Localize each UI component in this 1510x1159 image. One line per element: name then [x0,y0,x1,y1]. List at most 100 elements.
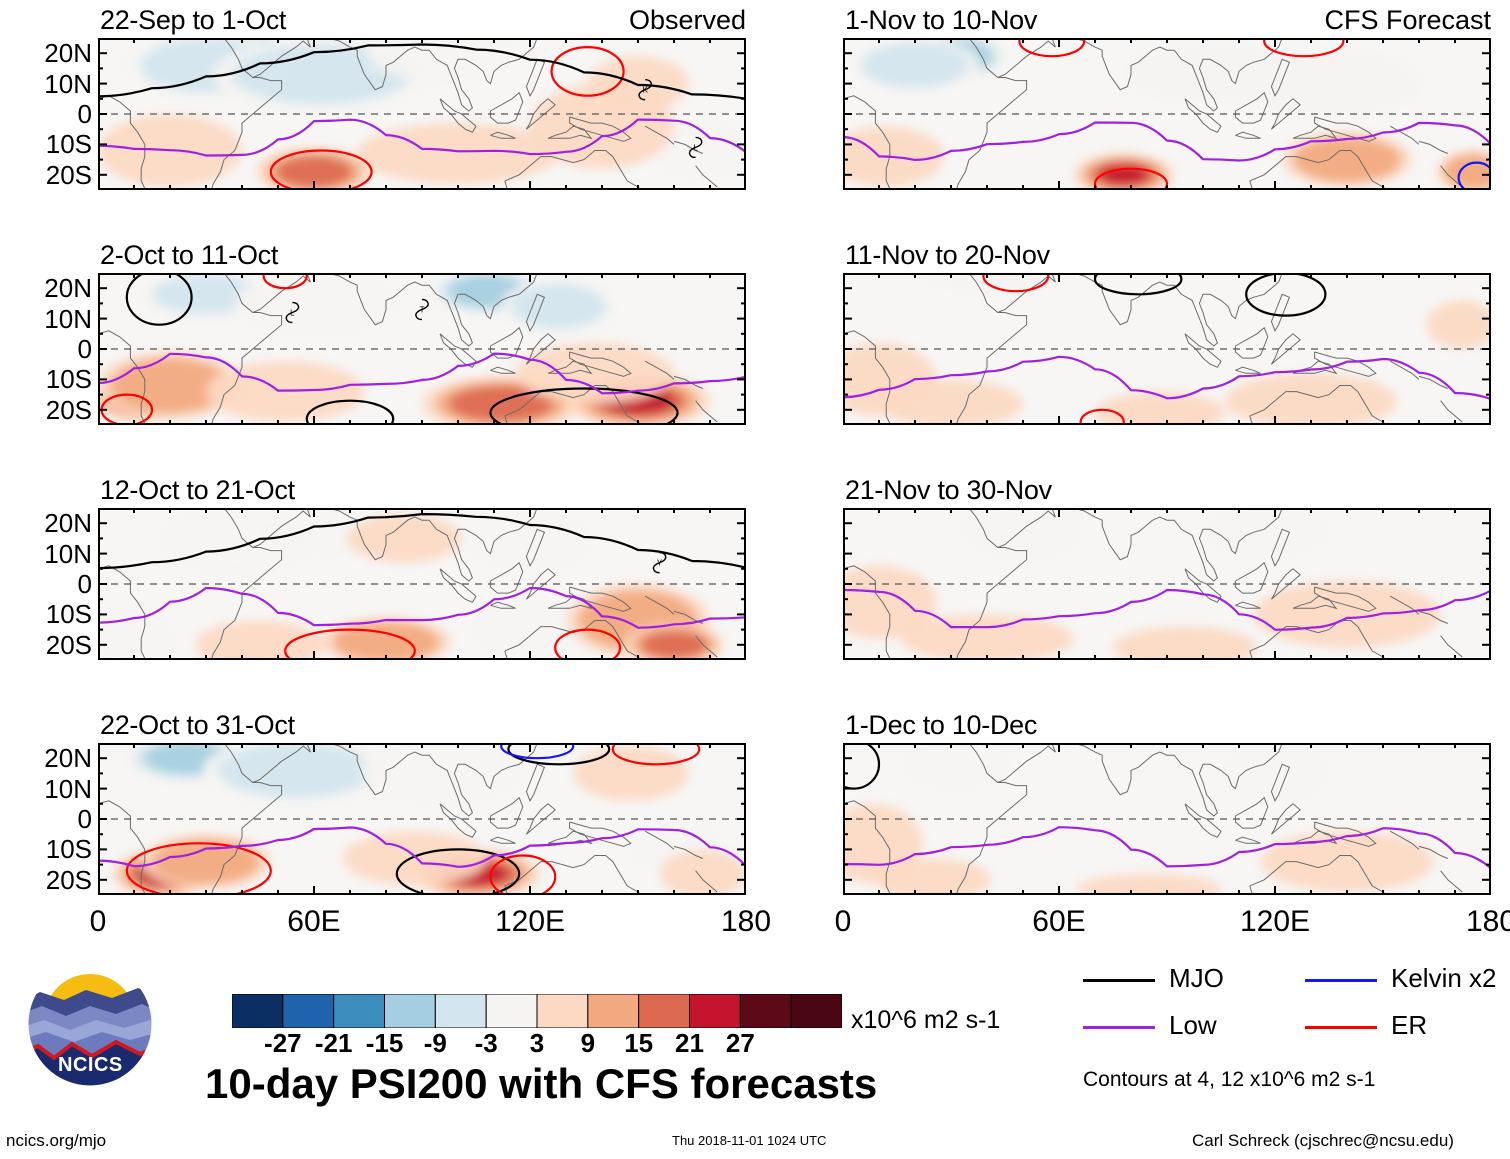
contour-kelvin [1457,161,1491,190]
y-tick-label: 10N [44,303,92,334]
x-tick-label: 180 [1465,905,1510,938]
legend-label-mjo: MJO [1169,963,1224,993]
coastlines [843,508,1463,660]
colorbar-swatch [689,994,741,1028]
panel-period-label: 22-Sep to 1-Oct [100,5,287,35]
colorbar [232,994,842,1028]
contour-er [1263,38,1345,58]
colorbar-tick: 21 [675,1028,704,1058]
panel-period-label: 2-Oct to 11-Oct [100,240,279,270]
y-tick-label: 20S [45,864,92,895]
wave-contours [98,273,746,425]
panel-map: Y [98,508,746,660]
colorbar-tick: 27 [725,1028,755,1058]
panel-cfs-1: 1-Nov to 10-Nov CFS Forecast [843,5,1491,190]
anomaly-shading [843,743,1434,895]
colorbar-swatch [536,994,589,1028]
contour-low [98,826,746,868]
contour-low [843,826,1491,870]
cyclone-icon: Y [652,552,667,574]
y-tick-label: 10S [45,364,92,395]
ncics-logo-graphic [27,962,153,1087]
wave-contours [98,512,746,660]
coastlines [843,38,1463,190]
colorbar-tick: 3 [529,1028,545,1058]
colorbar-tick: -9 [423,1028,447,1058]
contour-note: Contours at 4, 12 x10^6 m2 s-1 [1083,1068,1376,1091]
footer-author: Carl Schreck (cjschrec@ncsu.edu) [1192,1131,1454,1150]
colorbar-swatch [485,994,538,1028]
cyclone-icon: L [285,301,300,324]
contour-er [982,273,1050,293]
wave-contours [843,273,1491,425]
contour-er [1093,167,1169,190]
wave-contours [843,38,1491,190]
contour-er [489,854,557,895]
x-tick-label: 60E [287,905,341,938]
contour-er [1079,408,1125,425]
contour-er [554,628,622,660]
panel-period-label: 1-Dec to 10-Dec [845,710,1038,740]
legend-swatch-mjo [1083,979,1155,982]
panel-map [843,273,1491,425]
panel-obs-2: 2-Oct to 11-Oct L T 20N 10N 0 10S 20S [44,240,746,425]
contour-er [611,743,701,766]
panel-period-label: 11-Nov to 20-Nov [845,240,1050,270]
panel-cfs-3: 21-Nov to 30-Nov [843,475,1491,660]
coastlines [98,273,718,425]
panel-map [843,38,1491,190]
panel-obs-1: 22-Sep to 1-Oct Observed K L 20N 10N 0 10S 20S [44,5,746,190]
page-title: 10-day PSI200 with CFS forecasts [205,1060,878,1107]
colorbar-tick: -3 [474,1028,498,1058]
ncics-logo-text: NCICS [58,1054,123,1076]
ncics-logo: NCICS [20,962,160,1092]
colorbar-tick: -21 [314,1028,353,1058]
panel-period-label: 12-Oct to 21-Oct [100,475,295,505]
contour-mjo [125,273,193,326]
y-tick-label: 10N [44,538,92,569]
contour-mjo [489,387,679,425]
colorbar-swatch [282,994,335,1028]
y-tick-label: 20N [44,508,92,539]
x-tick-label: 0 [834,905,852,938]
x-tick-label: 60E [1032,905,1086,938]
x-tick-label: 0 [89,905,107,938]
panel-map [843,743,1491,895]
anomaly-shading [98,38,746,190]
x-tick-label: 120E [1239,905,1311,938]
contour-low [843,588,1491,631]
coastlines [98,508,718,660]
panel-obs-3: 12-Oct to 21-Oct Y 20N 10N 0 10S 20S [44,475,746,660]
legend-label-er: ER [1391,1010,1428,1040]
svg-text:L: L [693,143,698,152]
contour-low [98,118,746,157]
wave-contours [843,743,1491,870]
colorbar-tick: 9 [580,1028,596,1058]
contour-low [843,355,1491,400]
y-tick-label: 10S [45,129,92,160]
colorbar-tick: -15 [365,1028,404,1058]
coastlines [843,743,1463,895]
y-tick-label: 0 [77,99,92,129]
contour-mjo [1245,273,1327,317]
contour-er [284,628,416,660]
legend-swatch-er [1305,1026,1377,1029]
anomaly-shading [98,508,725,660]
cyclone-icon: T [415,298,429,321]
coastlines [843,273,1463,425]
contour-er [269,149,373,190]
y-tick-label: 20N [44,38,92,69]
colorbar-swatch [587,994,640,1028]
contour-mjo [843,743,881,790]
footer-site-link[interactable]: ncics.org/mjo [6,1131,107,1150]
panel-period-label: 22-Oct to 31-Oct [100,710,295,740]
svg-text:Y: Y [657,559,663,568]
contour-low [843,121,1491,162]
y-tick-label: 20S [45,629,92,660]
coastlines [98,38,718,190]
colorbar-units-label: x10^6 m2 s-1 [851,1006,1001,1034]
anomaly-shading [98,273,710,425]
contour-er [262,273,308,290]
